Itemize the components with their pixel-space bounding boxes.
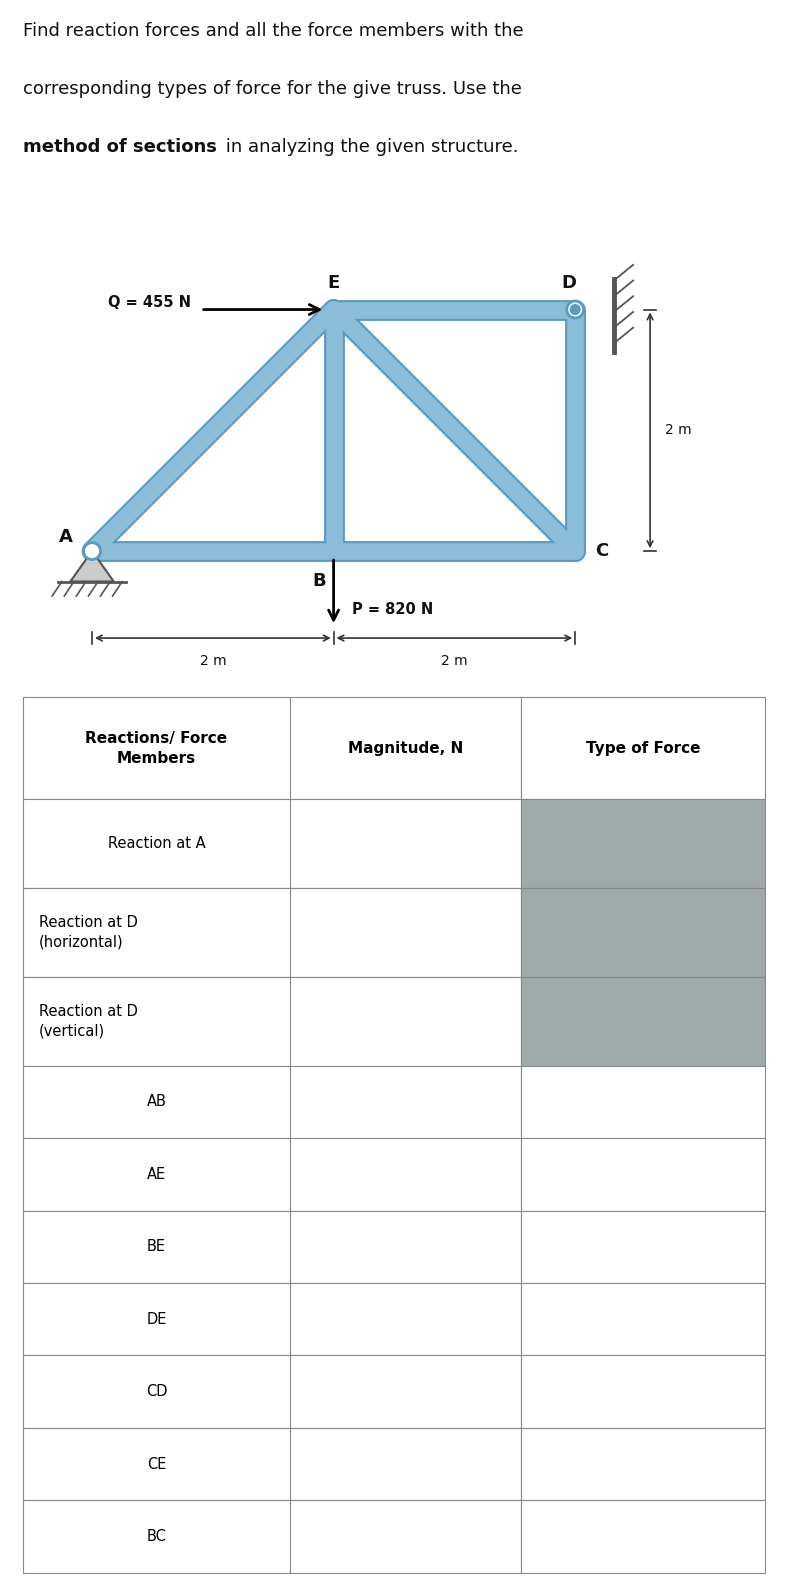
Bar [522,1283,764,1356]
Text: 2 m: 2 m [664,424,691,437]
Bar [522,888,764,977]
Text: Q = 455 N: Q = 455 N [108,295,191,310]
Bar [24,977,290,1066]
Text: AB: AB [147,1094,166,1110]
Bar [290,1210,522,1283]
Polygon shape [70,551,113,581]
Bar [290,697,522,799]
Bar [522,1066,764,1139]
Text: BE: BE [147,1239,166,1255]
Text: 2 m: 2 m [441,654,468,669]
Text: P = 820 N: P = 820 N [351,602,433,616]
Circle shape [571,305,580,314]
Bar [522,697,764,799]
Text: C: C [595,542,608,561]
Text: in analyzing the given structure.: in analyzing the given structure. [220,138,519,156]
Circle shape [84,543,101,559]
Text: Type of Force: Type of Force [585,740,701,756]
Text: D: D [562,275,577,292]
Circle shape [567,302,584,318]
Text: CE: CE [147,1456,166,1472]
Bar [24,697,290,799]
Text: Reaction at A: Reaction at A [108,835,206,851]
Bar [24,1356,290,1428]
Bar [522,1356,764,1428]
Text: AE: AE [147,1167,166,1181]
Bar [290,799,522,888]
Text: CD: CD [146,1385,167,1399]
Bar [290,1139,522,1210]
Bar [522,977,764,1066]
Bar [522,1501,764,1572]
Text: E: E [328,275,340,292]
Bar [290,1501,522,1572]
Bar [290,977,522,1066]
Text: Reactions/ Force
Members: Reactions/ Force Members [85,730,228,765]
Bar [24,1139,290,1210]
Text: A: A [58,527,72,546]
Text: Reaction at D
(horizontal): Reaction at D (horizontal) [39,915,138,950]
Bar [522,799,764,888]
Text: Magnitude, N: Magnitude, N [348,740,463,756]
Bar [522,1139,764,1210]
Bar [290,1428,522,1501]
Text: DE: DE [147,1312,167,1326]
Bar [24,1066,290,1139]
Text: method of sections: method of sections [24,138,217,156]
Text: 2 m: 2 m [199,654,226,669]
Bar [290,1283,522,1356]
Text: BC: BC [147,1529,166,1544]
Text: B: B [312,572,326,591]
Text: Find reaction forces and all the force members with the: Find reaction forces and all the force m… [24,22,524,40]
Bar [290,888,522,977]
Bar [24,1283,290,1356]
Bar [24,1501,290,1572]
Bar [290,1066,522,1139]
Bar [24,1428,290,1501]
Bar [24,1210,290,1283]
Bar [24,799,290,888]
Text: corresponding types of force for the give truss. Use the: corresponding types of force for the giv… [24,81,522,98]
Bar [522,1428,764,1501]
Text: Reaction at D
(vertical): Reaction at D (vertical) [39,1004,138,1039]
Bar [522,1210,764,1283]
Bar [290,1356,522,1428]
Bar [24,888,290,977]
